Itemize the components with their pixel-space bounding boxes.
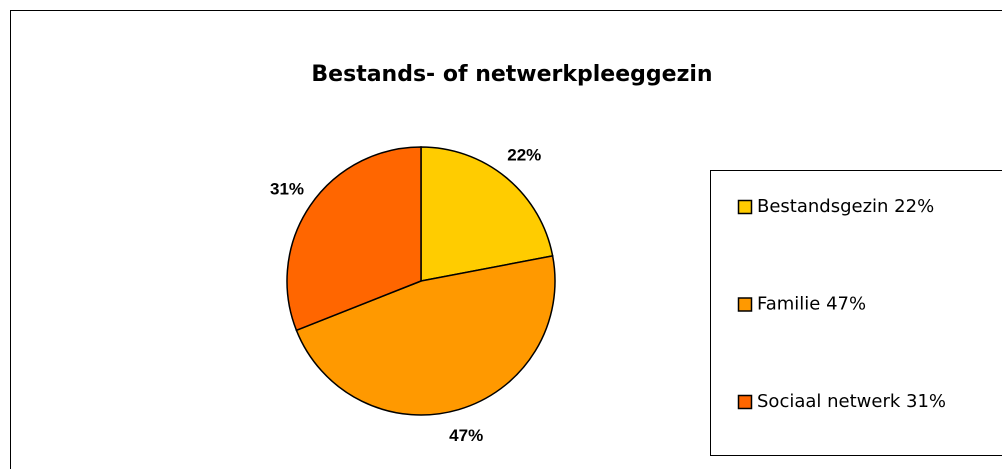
legend-label: Familie 47% [757,294,866,315]
legend-label: Bestandsgezin 22% [757,196,934,217]
pie-slice [295,255,556,416]
pie-slice [286,146,422,332]
value-label: 22% [507,146,541,165]
legend-swatch [737,394,753,410]
pie-slice [420,146,554,282]
legend-swatch [737,199,753,215]
legend-swatch [737,297,753,312]
value-label: 47% [449,426,483,445]
legend-label: Sociaal netwerk 31% [757,391,946,412]
chart-title: Bestands- of netwerkpleeggezin [311,62,712,87]
legend-box [710,170,1002,456]
value-label: 31% [270,179,304,198]
